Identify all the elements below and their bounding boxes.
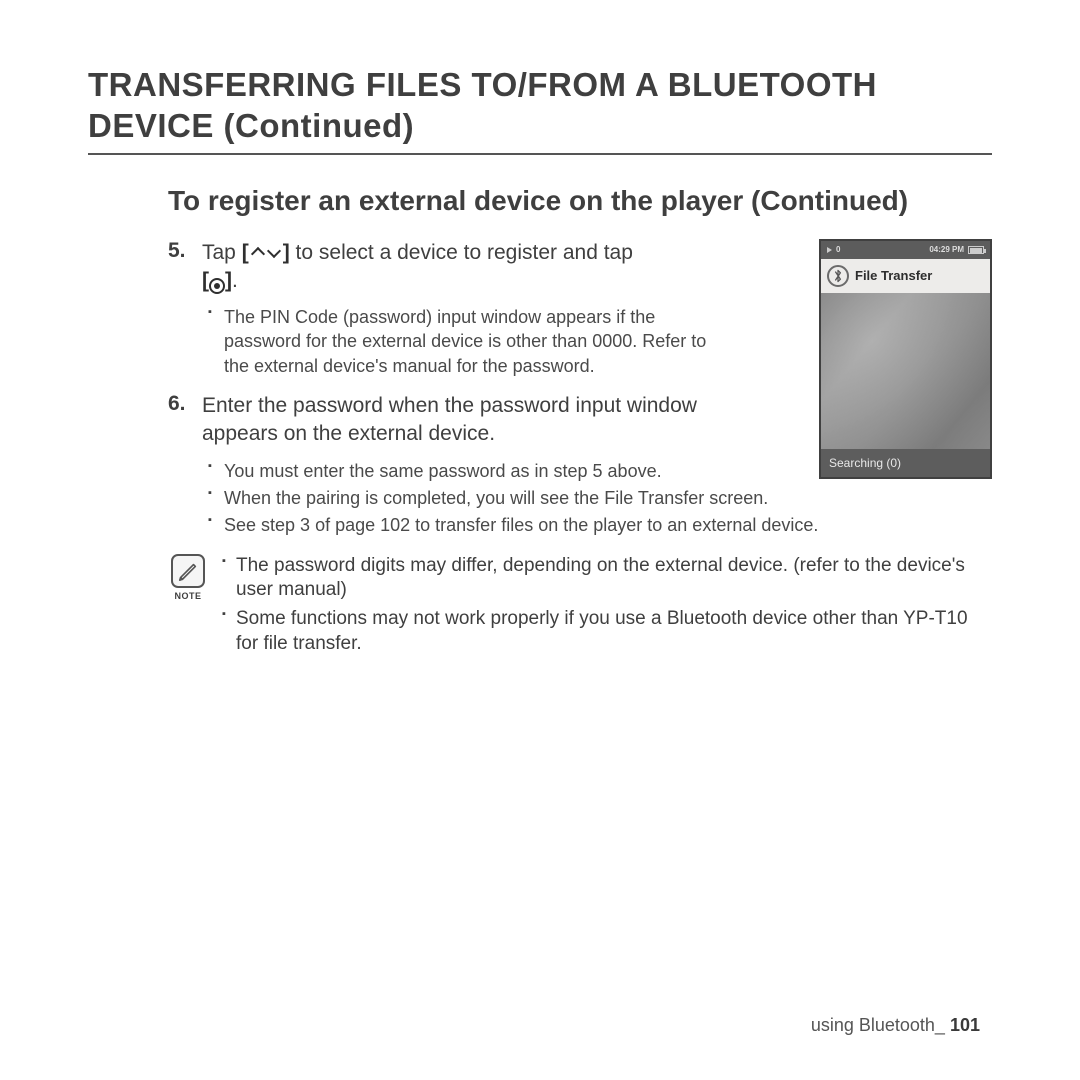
list-item: Some functions may not work properly if …	[222, 607, 992, 656]
status-time: 04:29 PM	[929, 245, 964, 254]
device-footer-label: Searching (0)	[821, 449, 990, 477]
note-label: NOTE	[174, 591, 201, 601]
list-item: You must enter the same password as in s…	[208, 459, 728, 483]
device-screenshot: 0 04:29 PM File Transfer Searching (0)	[819, 239, 992, 479]
chevron-up-icon	[251, 246, 265, 260]
content-area: 0 04:29 PM File Transfer Searching (0) 5…	[168, 239, 992, 661]
chevron-down-icon	[267, 246, 281, 260]
list-item: When the pairing is completed, you will …	[208, 486, 992, 510]
step-text: Tap [] to select a device to register an…	[202, 239, 633, 296]
page-footer: using Bluetooth_ 101	[811, 1015, 980, 1036]
step-text: Enter the password when the password inp…	[202, 392, 702, 449]
step5-text-3: .	[232, 269, 238, 292]
step-5-sublist: The PIN Code (password) input window app…	[208, 305, 728, 378]
device-title-label: File Transfer	[855, 268, 932, 283]
step-number: 6.	[168, 392, 202, 449]
battery-icon	[968, 246, 984, 254]
step-number: 5.	[168, 239, 202, 296]
footer-text: using Bluetooth_	[811, 1015, 950, 1035]
note-icon	[171, 554, 205, 588]
note-list: The password digits may differ, dependin…	[222, 554, 992, 661]
list-item: See step 3 of page 102 to transfer files…	[208, 513, 992, 537]
step5-text-1: Tap	[202, 241, 242, 264]
title-divider	[88, 153, 992, 155]
list-item: The password digits may differ, dependin…	[222, 554, 992, 603]
device-status-bar: 0 04:29 PM	[821, 241, 990, 259]
device-body-area	[821, 293, 990, 453]
play-icon	[827, 247, 832, 253]
note-block: NOTE The password digits may differ, dep…	[168, 554, 992, 661]
up-down-keys-icon: []	[242, 239, 290, 267]
section-subtitle: To register an external device on the pl…	[168, 185, 992, 217]
status-left-value: 0	[836, 245, 840, 254]
step5-text-2: to select a device to register and tap	[290, 241, 633, 264]
bluetooth-icon	[827, 265, 849, 287]
list-item: The PIN Code (password) input window app…	[208, 305, 728, 378]
page-number: 101	[950, 1015, 980, 1035]
device-title-bar: File Transfer	[821, 259, 990, 293]
select-key-icon: []	[202, 269, 232, 292]
page-title: TRANSFERRING FILES TO/FROM A BLUETOOTH D…	[88, 64, 992, 147]
